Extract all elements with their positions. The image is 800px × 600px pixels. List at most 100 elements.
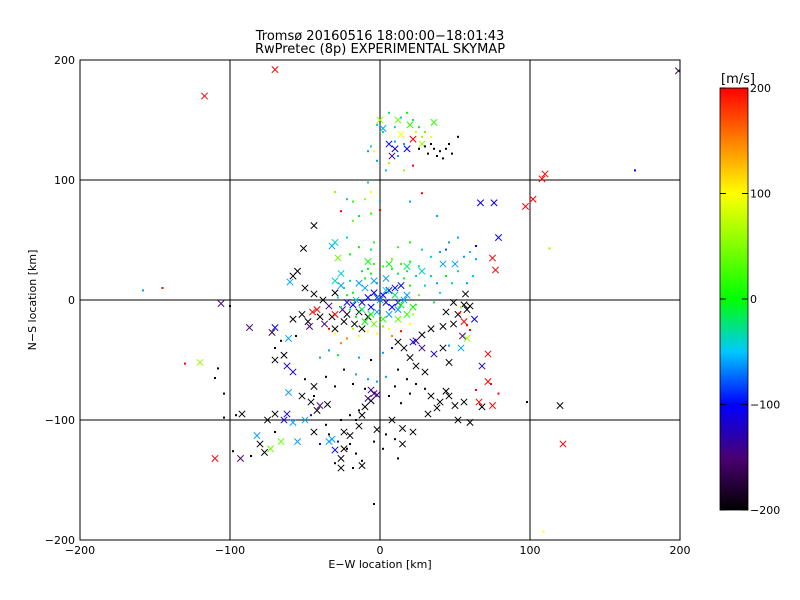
- data-point-dot: [349, 253, 351, 256]
- data-point-dot: [334, 462, 336, 465]
- data-point-cross: [299, 244, 308, 252]
- data-point-cross: [358, 325, 366, 333]
- data-point-dot: [367, 181, 369, 184]
- data-point-cross: [323, 400, 332, 408]
- data-point-dot: [352, 219, 354, 222]
- data-point-dot: [319, 356, 321, 359]
- data-point-cross: [430, 350, 438, 358]
- data-point-cross: [313, 306, 321, 314]
- data-point-dot: [382, 447, 384, 450]
- data-point-dot: [463, 255, 465, 258]
- data-point-cross: [391, 284, 399, 292]
- data-point-cross: [391, 291, 399, 299]
- data-point-dot: [340, 419, 342, 421]
- data-point-dot: [397, 246, 399, 249]
- data-point-dot: [430, 255, 432, 258]
- data-point-cross: [340, 445, 348, 453]
- data-point-dot: [346, 294, 348, 297]
- data-point-dot: [382, 351, 384, 354]
- data-point-dot: [364, 387, 366, 390]
- data-point-cross: [421, 368, 429, 376]
- data-point-cross: [293, 438, 302, 446]
- data-point-dot: [161, 287, 164, 289]
- data-point-cross: [337, 454, 345, 462]
- data-point-dot: [385, 169, 387, 172]
- data-point-cross: [476, 199, 485, 207]
- data-point-dot: [457, 236, 459, 239]
- data-point-cross: [316, 402, 324, 410]
- data-point-dot: [310, 414, 312, 417]
- data-point-dot: [469, 251, 471, 253]
- data-point-cross: [454, 416, 462, 424]
- data-point-cross: [445, 392, 453, 400]
- data-point-cross: [445, 358, 453, 366]
- chart-subtitle: RwPretec (8p) EXPERIMENTAL SKYMAP: [255, 42, 505, 57]
- data-point-cross: [196, 358, 204, 366]
- data-point-dot: [376, 380, 378, 383]
- data-point-cross: [373, 426, 381, 434]
- data-point-dot: [548, 247, 551, 250]
- data-point-cross: [478, 362, 486, 370]
- data-point-cross: [310, 428, 318, 436]
- data-point-cross: [245, 324, 254, 332]
- data-point-dot: [397, 368, 399, 371]
- data-point-dot: [343, 368, 345, 371]
- data-point-cross: [559, 440, 567, 448]
- data-point-cross: [458, 332, 467, 340]
- data-point-dot: [457, 270, 459, 273]
- data-point-cross: [308, 308, 317, 316]
- data-point-dot: [229, 305, 231, 307]
- data-point-dot: [497, 392, 500, 395]
- data-point-cross: [490, 199, 498, 207]
- data-point-cross: [409, 428, 417, 436]
- data-point-dot: [397, 155, 399, 157]
- data-point-cross: [488, 254, 497, 262]
- data-point-cross: [521, 202, 530, 210]
- data-point-dot: [364, 198, 366, 201]
- colorbar-tick-label: 100: [750, 188, 771, 201]
- data-point-dot: [304, 378, 306, 381]
- data-point-cross: [263, 416, 272, 424]
- data-point-dot: [373, 150, 375, 153]
- data-point-cross: [460, 398, 468, 406]
- data-point-dot: [355, 452, 357, 455]
- data-point-cross: [394, 315, 402, 323]
- data-point-cross: [388, 416, 396, 424]
- data-point-dot: [415, 131, 417, 133]
- data-point-cross: [331, 289, 339, 297]
- data-point-dot: [409, 241, 411, 244]
- data-point-cross: [343, 298, 351, 306]
- data-point-dot: [430, 135, 432, 138]
- data-point-dot: [424, 284, 426, 287]
- data-point-cross: [478, 403, 486, 411]
- data-point-cross: [394, 338, 402, 346]
- data-point-dot: [469, 329, 471, 331]
- data-point-dot: [328, 327, 330, 330]
- data-point-dot: [142, 289, 144, 292]
- data-point-dot: [325, 423, 327, 426]
- data-point-cross: [391, 145, 399, 153]
- data-point-cross: [427, 325, 435, 333]
- data-point-cross: [358, 411, 366, 419]
- x-tick-label: 200: [670, 544, 691, 557]
- data-point-dot: [376, 159, 378, 162]
- data-point-cross: [373, 294, 381, 302]
- data-point-cross: [271, 66, 279, 74]
- data-point-cross: [310, 382, 318, 390]
- data-point-dot: [355, 373, 357, 376]
- data-point-dot: [400, 402, 402, 405]
- data-point-cross: [283, 410, 291, 418]
- data-point-cross: [211, 454, 219, 462]
- data-point-cross: [331, 310, 339, 318]
- data-point-dot: [458, 312, 461, 315]
- data-point-dot: [361, 459, 363, 462]
- data-point-cross: [316, 313, 324, 321]
- data-point-dot: [370, 248, 372, 251]
- data-point-dot: [376, 332, 378, 335]
- data-point-cross: [361, 318, 369, 326]
- data-point-dot: [542, 530, 545, 533]
- data-point-dot: [445, 147, 447, 150]
- data-point-dot: [328, 433, 330, 436]
- data-point-dot: [415, 275, 417, 277]
- data-point-dot: [388, 395, 390, 397]
